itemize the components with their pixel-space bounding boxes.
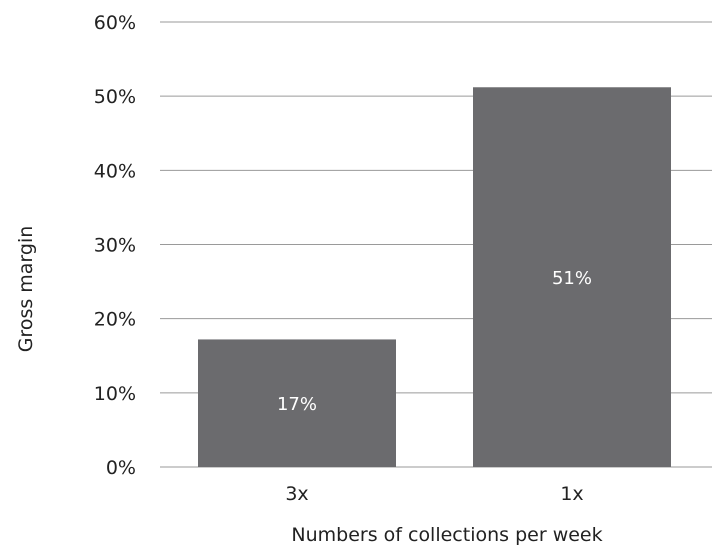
data-label-1x: 51% — [552, 268, 592, 289]
bar-3x — [198, 339, 396, 467]
bars: 17% 51% — [198, 87, 671, 468]
y-tick-label: 20% — [94, 309, 136, 331]
bar-1x — [473, 87, 671, 468]
y-axis-ticks: 0% 10% 20% 30% 40% 50% 60% — [94, 12, 136, 479]
x-category-label: 1x — [560, 483, 583, 505]
y-tick-label: 0% — [106, 457, 136, 479]
y-tick-label: 50% — [94, 86, 136, 108]
y-tick-label: 10% — [94, 383, 136, 405]
data-label-3x: 17% — [277, 394, 317, 415]
y-axis-title: Gross margin — [15, 226, 37, 353]
x-axis-categories: 3x 1x — [285, 483, 583, 505]
x-category-label: 3x — [285, 483, 308, 505]
y-tick-label: 40% — [94, 160, 136, 182]
y-tick-label: 30% — [94, 235, 136, 257]
y-tick-label: 60% — [94, 12, 136, 34]
x-axis-title: Numbers of collections per week — [291, 524, 602, 546]
